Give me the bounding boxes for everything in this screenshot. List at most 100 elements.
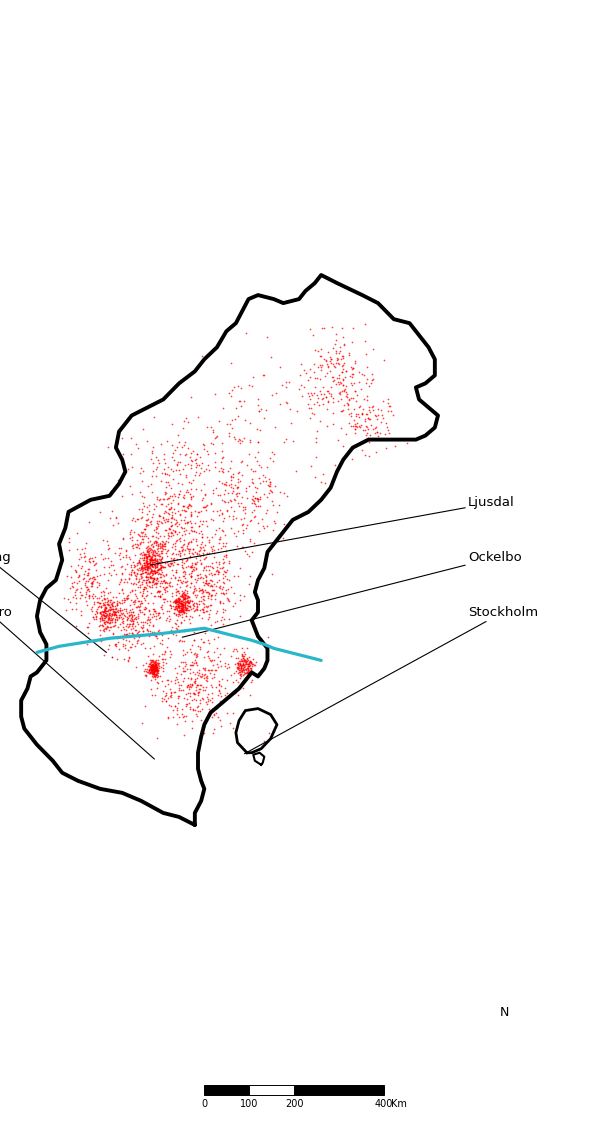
Point [88, 609, 98, 627]
Point [187, 636, 197, 654]
Point [74, 571, 83, 589]
Point [157, 513, 167, 531]
Point [137, 508, 147, 526]
Point [154, 609, 164, 627]
Point [202, 418, 211, 436]
Point [167, 687, 176, 706]
Point [189, 522, 199, 541]
Point [153, 561, 163, 579]
Point [196, 554, 206, 572]
Point [163, 690, 172, 708]
Point [160, 464, 170, 483]
Point [244, 662, 254, 681]
Point [170, 601, 180, 619]
Point [161, 544, 171, 562]
Point [140, 560, 149, 578]
Point [127, 561, 136, 579]
Point [138, 523, 148, 542]
Point [196, 601, 205, 619]
Point [96, 545, 106, 563]
Point [326, 349, 335, 368]
Point [148, 553, 157, 571]
Point [187, 678, 196, 696]
Point [167, 584, 177, 602]
Point [176, 613, 186, 632]
Point [103, 595, 112, 613]
Point [149, 409, 158, 427]
Point [155, 534, 165, 552]
Point [142, 511, 151, 529]
Point [118, 580, 127, 599]
Point [117, 591, 127, 609]
Point [146, 550, 155, 568]
Point [265, 450, 274, 468]
Point [139, 546, 148, 564]
Point [174, 523, 184, 542]
Point [117, 556, 127, 575]
Point [202, 695, 212, 714]
Point [148, 468, 157, 486]
Point [100, 550, 110, 568]
Point [180, 456, 190, 475]
Point [146, 539, 156, 558]
Point [385, 397, 395, 415]
Point [341, 387, 351, 405]
Point [136, 534, 145, 552]
Point [247, 377, 257, 395]
Point [328, 388, 338, 406]
Point [178, 586, 187, 604]
Point [224, 462, 233, 480]
Point [104, 607, 113, 625]
Point [107, 596, 116, 615]
Point [178, 551, 187, 569]
Point [132, 633, 142, 651]
Point [217, 608, 227, 626]
Point [80, 575, 90, 593]
Point [128, 624, 137, 642]
Point [180, 653, 190, 671]
Point [149, 658, 158, 676]
Point [250, 494, 259, 512]
Point [230, 567, 239, 585]
Point [235, 429, 244, 447]
Point [113, 634, 122, 652]
Point [140, 613, 150, 632]
Point [316, 340, 326, 358]
Point [119, 572, 128, 591]
Point [332, 349, 342, 368]
Point [199, 669, 209, 687]
Point [116, 604, 126, 622]
Point [241, 323, 251, 341]
Point [128, 608, 137, 626]
Point [121, 626, 131, 644]
Point [131, 435, 140, 453]
Point [122, 602, 131, 620]
Point [133, 561, 143, 579]
Point [368, 398, 377, 417]
Point [143, 510, 153, 528]
Point [175, 568, 184, 586]
Point [149, 551, 158, 569]
Point [194, 683, 203, 701]
Point [150, 547, 160, 566]
Point [202, 517, 211, 535]
Point [371, 443, 381, 461]
Point [242, 489, 251, 508]
Point [138, 582, 148, 600]
Point [83, 580, 93, 599]
Point [247, 460, 256, 478]
Point [149, 562, 159, 580]
Point [140, 562, 149, 580]
Point [178, 594, 188, 612]
Point [364, 402, 374, 420]
Point [328, 404, 337, 422]
Point [149, 661, 158, 679]
Point [206, 587, 215, 605]
Point [110, 605, 119, 624]
Point [209, 481, 218, 500]
Point [173, 601, 182, 619]
Point [148, 569, 158, 587]
Point [142, 553, 152, 571]
Point [152, 666, 161, 684]
Point [138, 543, 148, 561]
